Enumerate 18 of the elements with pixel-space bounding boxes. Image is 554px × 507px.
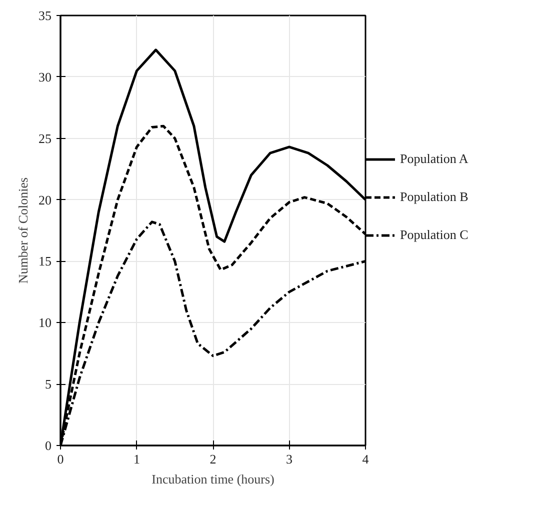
legend-label: Population A (400, 151, 468, 167)
y-axis-title: Number of Colonies (16, 177, 30, 284)
y-tick-label: 0 (45, 438, 52, 453)
x-tick-label: 2 (210, 452, 216, 466)
x-tick-label: 4 (362, 452, 370, 466)
y-tick-label: 30 (38, 69, 52, 84)
y-tick-label: 35 (38, 8, 52, 23)
x-tick-label: 1 (134, 452, 140, 466)
y-tick-label: 15 (38, 254, 52, 269)
x-tick-label: 0 (57, 452, 64, 466)
y-tick-label: 20 (38, 192, 52, 208)
x-axis-title: Incubation time (hours) (152, 472, 274, 486)
y-tick-label: 5 (45, 376, 52, 392)
x-tick-label: 3 (286, 452, 292, 466)
legend-label: Population B (400, 189, 468, 205)
y-tick-label: 10 (38, 315, 52, 330)
legend-label: Population C (400, 227, 468, 243)
y-tick-label: 25 (38, 130, 52, 146)
